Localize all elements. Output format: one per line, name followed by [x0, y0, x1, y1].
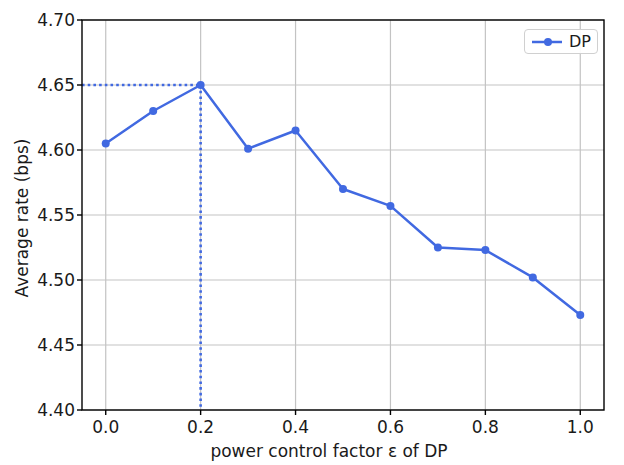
- data-point-marker: [576, 311, 584, 319]
- x-tick-label: 0.0: [92, 417, 119, 437]
- legend-label: DP: [569, 34, 591, 50]
- legend-line-sample-icon: [531, 36, 562, 48]
- data-point-marker: [481, 246, 489, 254]
- data-point-marker: [197, 81, 205, 89]
- x-tick-label: 0.8: [472, 417, 499, 437]
- data-point-marker: [149, 107, 157, 115]
- data-point-marker: [102, 140, 110, 148]
- y-tick-label: 4.70: [37, 10, 75, 30]
- y-tick-label: 4.55: [37, 205, 75, 225]
- x-tick-label: 0.6: [377, 417, 404, 437]
- chart-figure: 0.0 0.2 0.4 0.6 0.8 1.0 4.40 4.45 4.50 4.55 4.60 4.…: [0, 0, 624, 465]
- data-point-marker: [244, 145, 252, 153]
- legend: DP: [524, 29, 598, 54]
- data-point-marker: [529, 273, 537, 281]
- y-tick-label: 4.45: [37, 335, 75, 355]
- y-axis-label: Average rate (bps): [12, 118, 32, 318]
- y-tick-label: 4.40: [37, 400, 75, 420]
- y-tick-label: 4.50: [37, 270, 75, 290]
- x-axis-label: power control factor ε of DP: [68, 441, 590, 461]
- data-point-marker: [292, 127, 300, 135]
- data-point-marker: [339, 185, 347, 193]
- x-tick-label: 0.4: [282, 417, 309, 437]
- data-point-marker: [434, 244, 442, 252]
- x-tick-label: 1.0: [567, 417, 594, 437]
- y-tick-label: 4.65: [37, 75, 75, 95]
- y-tick-label: 4.60: [37, 140, 75, 160]
- line-chart-canvas: 0.0 0.2 0.4 0.6 0.8 1.0 4.40 4.45 4.50 4.55 4.60 4.…: [0, 0, 624, 465]
- x-tick-label: 0.2: [187, 417, 214, 437]
- data-point-marker: [386, 202, 394, 210]
